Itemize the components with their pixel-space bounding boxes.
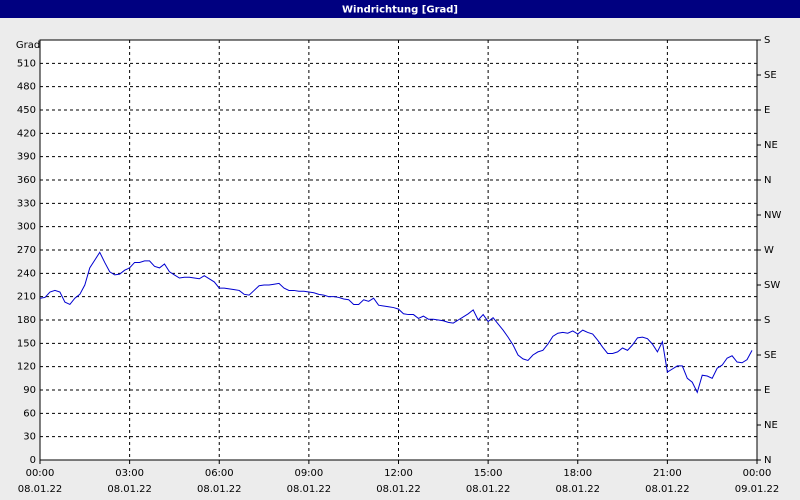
y-tick-label: 360 xyxy=(17,175,36,186)
y2-tick-label: SW xyxy=(764,280,780,291)
x-tick-date: 08.01.22 xyxy=(376,484,421,495)
y-tick-label: 300 xyxy=(17,222,36,233)
x-tick-label: 09:00 xyxy=(294,468,323,479)
x-tick-label: 00:00 xyxy=(26,468,55,479)
y-tick-label: 210 xyxy=(17,292,36,303)
y-tick-label: 60 xyxy=(23,408,36,419)
x-tick-label: 03:00 xyxy=(115,468,144,479)
x-tick-label: 18:00 xyxy=(563,468,592,479)
y2-tick-label: NW xyxy=(764,210,781,221)
y-tick-label: 150 xyxy=(17,338,36,349)
x-tick-date: 09.01.22 xyxy=(735,484,780,495)
y-tick-label: 240 xyxy=(17,268,36,279)
data-line xyxy=(39,251,753,394)
y-tick-label: 510 xyxy=(17,58,36,69)
y2-tick-label: SE xyxy=(764,70,777,81)
y2-tick-label: NE xyxy=(764,420,778,431)
y-tick-label: 120 xyxy=(17,362,36,373)
y2-tick-label: N xyxy=(764,175,771,186)
x-tick-date: 08.01.22 xyxy=(197,484,242,495)
y-tick-label: 420 xyxy=(17,128,36,139)
x-tick-label: 15:00 xyxy=(474,468,503,479)
y2-tick-label: E xyxy=(764,105,770,116)
y-axis-label: Grad xyxy=(16,40,40,51)
y-tick-label: 180 xyxy=(17,315,36,326)
x-tick-date: 08.01.22 xyxy=(555,484,600,495)
plot-border xyxy=(39,39,758,461)
y-tick-label: 480 xyxy=(17,82,36,93)
x-tick-date: 08.01.22 xyxy=(18,484,63,495)
y-tick-label: 390 xyxy=(17,152,36,163)
y-tick-label: 90 xyxy=(23,385,36,396)
chart-title: Windrichtung [Grad] xyxy=(342,5,458,16)
x-tick-date: 08.01.22 xyxy=(645,484,690,495)
x-tick-label: 21:00 xyxy=(653,468,682,479)
y2-tick-label: N xyxy=(764,455,771,466)
x-tick-label: 12:00 xyxy=(384,468,413,479)
x-tick-date: 08.01.22 xyxy=(287,484,332,495)
y2-tick-label: NE xyxy=(764,140,778,151)
y2-tick-label: S xyxy=(764,35,770,46)
x-tick-date: 08.01.22 xyxy=(107,484,152,495)
y2-tick-label: SE xyxy=(764,350,777,361)
y-tick-label: 330 xyxy=(17,198,36,209)
y2-tick-label: S xyxy=(764,315,770,326)
y2-tick-label: W xyxy=(764,245,774,256)
y2-tick-label: E xyxy=(764,385,770,396)
x-tick-label: 06:00 xyxy=(205,468,234,479)
y-tick-label: 450 xyxy=(17,105,36,116)
y-tick-label: 270 xyxy=(17,245,36,256)
y-tick-label: 30 xyxy=(23,432,36,443)
y-tick-label: 0 xyxy=(30,455,36,466)
x-tick-label: 00:00 xyxy=(743,468,772,479)
title-bar xyxy=(0,0,800,18)
x-tick-date: 08.01.22 xyxy=(466,484,511,495)
